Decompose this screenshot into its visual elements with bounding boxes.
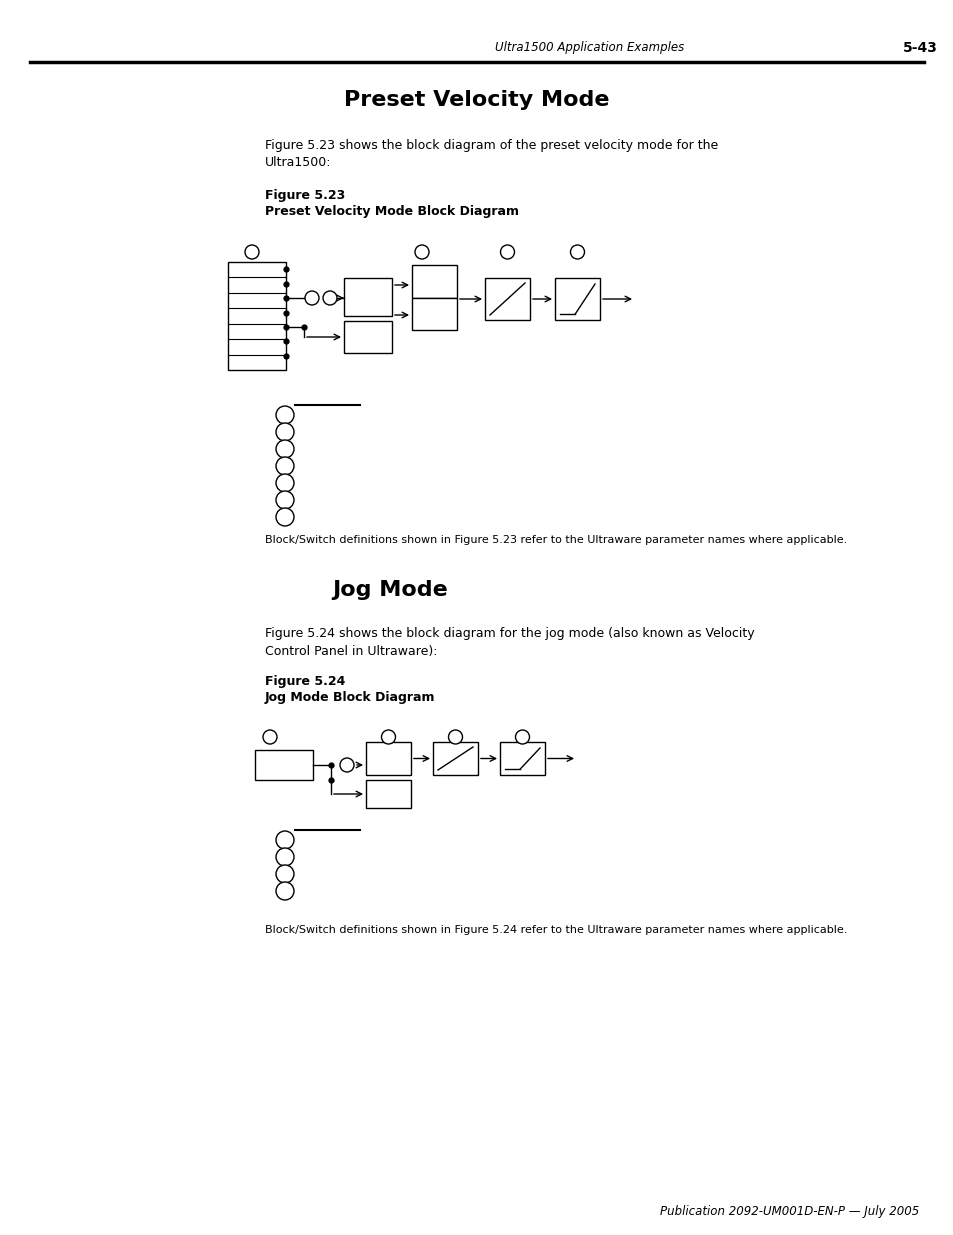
Circle shape	[275, 831, 294, 848]
Text: Ultra1500 Application Examples: Ultra1500 Application Examples	[495, 42, 684, 54]
Bar	[366, 742, 411, 776]
Circle shape	[323, 291, 336, 305]
Circle shape	[275, 457, 294, 475]
Circle shape	[275, 864, 294, 883]
Text: Block/Switch definitions shown in Figure 5.24 refer to the Ultraware parameter n: Block/Switch definitions shown in Figure…	[265, 925, 846, 935]
Bar	[433, 742, 477, 776]
Bar	[484, 278, 530, 320]
Bar	[499, 742, 544, 776]
Bar	[412, 298, 456, 330]
Text: Preset Velocity Mode Block Diagram: Preset Velocity Mode Block Diagram	[265, 205, 518, 219]
Bar	[344, 321, 392, 353]
Circle shape	[275, 440, 294, 458]
Circle shape	[515, 730, 529, 743]
Text: Figure 5.23: Figure 5.23	[265, 189, 345, 203]
Text: Jog Mode: Jog Mode	[332, 580, 447, 600]
Circle shape	[275, 508, 294, 526]
Text: Ultra1500:: Ultra1500:	[265, 156, 331, 168]
Bar	[254, 750, 313, 781]
Text: Figure 5.23 shows the block diagram of the preset velocity mode for the: Figure 5.23 shows the block diagram of t…	[265, 138, 718, 152]
Text: Publication 2092-UM001D-EN-P — July 2005: Publication 2092-UM001D-EN-P — July 2005	[659, 1205, 919, 1219]
Circle shape	[305, 291, 318, 305]
Circle shape	[245, 245, 258, 259]
Bar	[344, 278, 392, 316]
Circle shape	[415, 245, 429, 259]
Circle shape	[275, 424, 294, 441]
Text: Figure 5.24 shows the block diagram for the jog mode (also known as Velocity: Figure 5.24 shows the block diagram for …	[265, 627, 754, 641]
Bar	[366, 781, 411, 808]
Text: Control Panel in Ultraware):: Control Panel in Ultraware):	[265, 645, 437, 657]
Text: Figure 5.24: Figure 5.24	[265, 676, 345, 688]
Circle shape	[339, 758, 354, 772]
Text: 5-43: 5-43	[902, 41, 937, 56]
Circle shape	[275, 848, 294, 866]
Text: Preset Velocity Mode: Preset Velocity Mode	[344, 90, 609, 110]
Circle shape	[275, 474, 294, 492]
Circle shape	[275, 406, 294, 424]
Circle shape	[275, 882, 294, 900]
Bar	[228, 262, 286, 370]
Text: Block/Switch definitions shown in Figure 5.23 refer to the Ultraware parameter n: Block/Switch definitions shown in Figure…	[265, 535, 846, 545]
Circle shape	[381, 730, 395, 743]
Circle shape	[570, 245, 584, 259]
Bar	[412, 266, 456, 298]
Text: Jog Mode Block Diagram: Jog Mode Block Diagram	[265, 692, 435, 704]
Bar	[555, 278, 599, 320]
Circle shape	[263, 730, 276, 743]
Circle shape	[500, 245, 514, 259]
Circle shape	[275, 492, 294, 509]
Circle shape	[448, 730, 462, 743]
